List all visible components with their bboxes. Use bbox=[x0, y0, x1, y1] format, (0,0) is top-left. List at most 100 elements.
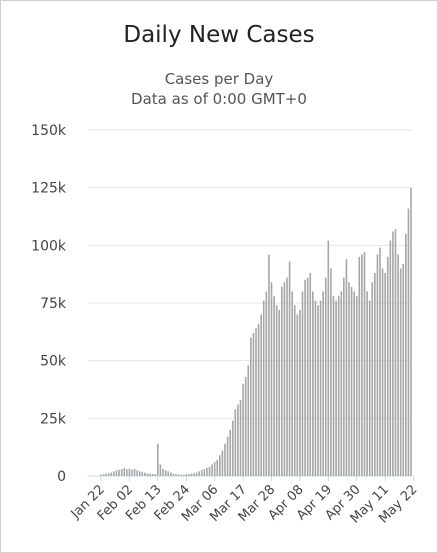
bar bbox=[366, 291, 368, 476]
bar bbox=[120, 469, 123, 476]
bar bbox=[118, 469, 120, 476]
bar bbox=[304, 279, 306, 476]
bar bbox=[312, 291, 314, 476]
bar bbox=[392, 231, 394, 476]
bar bbox=[229, 429, 231, 476]
bar bbox=[363, 252, 366, 476]
y-tick-label: 0 bbox=[57, 469, 66, 485]
bar bbox=[376, 254, 379, 476]
bar bbox=[399, 268, 402, 476]
bar bbox=[252, 332, 255, 476]
y-tick-label: 100k bbox=[31, 238, 67, 254]
bar bbox=[216, 459, 219, 476]
bar bbox=[172, 473, 175, 476]
bar bbox=[200, 470, 203, 476]
bar bbox=[343, 277, 345, 476]
bar bbox=[299, 309, 301, 476]
bar bbox=[394, 229, 397, 476]
bar bbox=[213, 462, 216, 476]
bar bbox=[268, 254, 270, 476]
bar bbox=[211, 464, 213, 476]
bar bbox=[242, 383, 244, 476]
bar bbox=[368, 300, 371, 476]
bar bbox=[281, 286, 283, 476]
bar bbox=[144, 472, 146, 476]
bar bbox=[190, 473, 193, 476]
bar bbox=[278, 309, 281, 476]
bar bbox=[177, 474, 180, 476]
bar bbox=[206, 467, 208, 476]
bar bbox=[355, 296, 358, 476]
bar bbox=[219, 455, 221, 476]
bar bbox=[185, 474, 188, 476]
bar bbox=[291, 291, 293, 476]
bar bbox=[397, 254, 399, 476]
bar bbox=[270, 282, 273, 476]
bar bbox=[193, 473, 195, 476]
bar bbox=[260, 314, 262, 476]
bar bbox=[379, 247, 381, 476]
bar bbox=[244, 376, 247, 476]
bar bbox=[107, 473, 110, 476]
bar bbox=[335, 300, 337, 476]
bar bbox=[293, 305, 296, 476]
bar bbox=[353, 291, 355, 476]
bar bbox=[330, 268, 332, 476]
bar bbox=[301, 291, 304, 476]
bar bbox=[224, 443, 226, 476]
chart-subtitle-line-2: Data as of 0:00 GMT+0 bbox=[131, 90, 307, 108]
bar bbox=[275, 305, 278, 476]
bar bbox=[162, 469, 164, 476]
bar bbox=[188, 474, 190, 476]
bar bbox=[386, 256, 389, 476]
bar bbox=[151, 473, 154, 476]
chart-title: Daily New Cases bbox=[123, 22, 315, 48]
bar bbox=[221, 450, 224, 476]
bar bbox=[175, 474, 177, 476]
bar bbox=[146, 473, 149, 476]
bar bbox=[350, 286, 353, 476]
bar bbox=[345, 259, 348, 476]
bar bbox=[239, 399, 242, 476]
bar bbox=[340, 291, 343, 476]
bar bbox=[389, 240, 392, 476]
bar bbox=[164, 470, 167, 476]
bar bbox=[113, 471, 115, 476]
bar bbox=[283, 282, 286, 476]
bar bbox=[327, 240, 330, 476]
bar bbox=[154, 474, 157, 476]
bar bbox=[324, 277, 327, 476]
bar bbox=[306, 277, 309, 476]
bar bbox=[180, 474, 182, 476]
bar bbox=[208, 466, 211, 476]
bar bbox=[371, 282, 374, 476]
bar bbox=[250, 337, 252, 476]
bar bbox=[126, 469, 128, 476]
bar bbox=[182, 474, 185, 476]
bar bbox=[361, 254, 363, 476]
bar bbox=[317, 305, 319, 476]
y-tick-label: 25k bbox=[40, 411, 67, 427]
bar bbox=[198, 471, 200, 476]
bar bbox=[159, 464, 162, 476]
y-tick-label: 50k bbox=[40, 354, 67, 370]
y-tick-label: 125k bbox=[31, 181, 67, 197]
bar bbox=[141, 471, 144, 476]
bar bbox=[157, 443, 159, 476]
bar bbox=[231, 420, 234, 476]
y-tick-label: 75k bbox=[40, 296, 67, 312]
bar bbox=[255, 328, 257, 476]
bar bbox=[410, 187, 412, 477]
bar bbox=[237, 404, 239, 476]
bar bbox=[100, 474, 102, 476]
bar bbox=[407, 208, 410, 476]
bar bbox=[348, 282, 350, 476]
bar bbox=[332, 296, 335, 476]
y-tick-label: 150k bbox=[31, 123, 67, 139]
bar bbox=[257, 323, 260, 476]
bar bbox=[374, 273, 376, 476]
bar bbox=[381, 268, 384, 476]
bar bbox=[273, 296, 275, 476]
bar bbox=[110, 472, 113, 476]
